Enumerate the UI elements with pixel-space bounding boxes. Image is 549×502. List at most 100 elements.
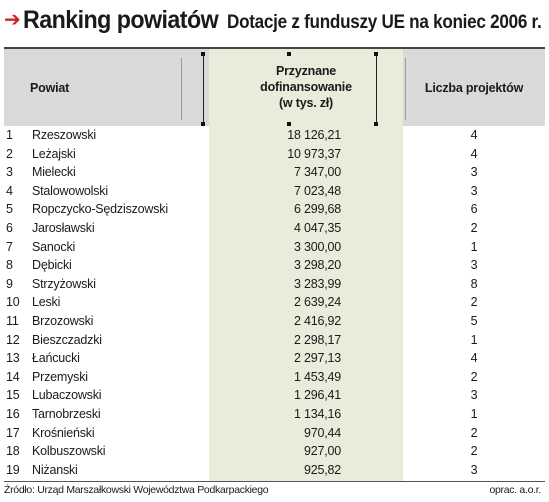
table-row: 16 Tarnobrzeski 1 134,16 1: [4, 405, 545, 424]
row-amount: 2 298,17: [293, 332, 341, 347]
resize-handle[interactable]: [287, 122, 291, 126]
row-amount: 2 297,13: [293, 351, 341, 366]
row-amount: 1 453,49: [293, 369, 341, 384]
row-project-count: 1: [470, 406, 478, 421]
row-number: 9: [6, 276, 13, 291]
row-amount: 6 299,68: [293, 202, 341, 217]
row-amount: 2 416,92: [293, 313, 341, 328]
row-amount: 3 300,00: [293, 239, 341, 254]
table-row: 2 Leżajski 10 973,37 4: [4, 145, 545, 164]
row-powiat-name: Jarosławski: [32, 220, 95, 235]
row-number: 12: [6, 332, 20, 347]
row-project-count: 2: [470, 295, 478, 310]
row-powiat-name: Niżanski: [32, 462, 78, 477]
row-number: 6: [6, 220, 13, 235]
header-line: dofinansowanie: [260, 80, 352, 94]
row-powiat-name: Leski: [32, 295, 61, 310]
table-row: 14 Przemyski 1 453,49 2: [4, 368, 545, 387]
row-powiat-name: Rzeszowski: [32, 128, 96, 142]
table-row: 15 Lubaczowski 1 296,41 3: [4, 386, 545, 405]
row-project-count: 3: [470, 183, 478, 198]
row-powiat-name: Brzozowski: [32, 313, 94, 328]
row-project-count: 4: [470, 146, 478, 161]
row-amount: 1 134,16: [293, 406, 341, 421]
resize-handle[interactable]: [201, 122, 205, 126]
row-project-count: 4: [470, 351, 478, 366]
column-divider: [181, 58, 182, 120]
row-amount: 925,82: [303, 462, 341, 477]
row-powiat-name: Strzyżowski: [32, 276, 96, 291]
resize-handle[interactable]: [374, 52, 378, 56]
row-powiat-name: Bieszczadzki: [32, 332, 102, 347]
arrow-icon: ➔: [4, 7, 21, 31]
row-powiat-name: Sanocki: [32, 239, 76, 254]
row-number: 8: [6, 258, 13, 273]
row-amount: 7 347,00: [293, 165, 341, 180]
row-amount: 18 126,21: [287, 128, 341, 142]
resize-handle[interactable]: [287, 52, 291, 56]
header-powiat[interactable]: Powiat: [30, 81, 70, 95]
row-amount: 4 047,35: [293, 220, 341, 235]
row-number: 5: [6, 202, 13, 217]
row-number: 3: [6, 165, 13, 180]
row-number: 13: [6, 351, 20, 366]
row-powiat-name: Mielecki: [32, 165, 76, 180]
table-row: 4 Stalowowolski 7 023,48 3: [4, 182, 545, 201]
row-amount: 10 973,37: [287, 146, 341, 161]
header-liczba-projektow[interactable]: Liczba projektów: [424, 81, 524, 95]
page-subtitle: Dotacje z funduszy UE na koniec 2006 r.: [226, 12, 542, 33]
table-row: 1 Rzeszowski 18 126,21 4: [4, 126, 545, 145]
row-powiat-name: Lubaczowski: [32, 388, 102, 403]
row-amount: 927,00: [303, 444, 341, 459]
row-project-count: 6: [470, 202, 478, 217]
row-number: 16: [6, 406, 20, 421]
table-row: 13 Łańcucki 2 297,13 4: [4, 349, 545, 368]
row-project-count: 3: [470, 258, 478, 273]
resize-handle[interactable]: [201, 52, 205, 56]
row-amount: 1 296,41: [293, 388, 341, 403]
table-row: 12 Bieszczadzki 2 298,17 1: [4, 331, 545, 350]
highlighted-column: [209, 49, 403, 481]
row-number: 14: [6, 369, 20, 384]
row-powiat-name: Leżajski: [32, 146, 76, 161]
title-bar: ➔ Ranking powiatów Dotacje z funduszy UE…: [4, 6, 545, 40]
row-project-count: 3: [470, 462, 478, 477]
row-number: 4: [6, 183, 13, 198]
source-note: Źródło: Urząd Marszałkowski Województwa …: [4, 484, 269, 496]
table-row: 8 Dębicki 3 298,20 3: [4, 256, 545, 275]
row-powiat-name: Kolbuszowski: [32, 444, 106, 459]
row-powiat-name: Ropczycko-Sędziszowski: [32, 202, 168, 217]
table-row: 17 Krośnieński 970,44 2: [4, 424, 545, 443]
table-body: 1 Rzeszowski 18 126,21 4 2 Leżajski 10 973,37 4…: [4, 126, 545, 479]
table-row: 10 Leski 2 639,24 2: [4, 293, 545, 312]
row-project-count: 2: [470, 425, 478, 440]
page-title: Ranking powiatów: [22, 6, 219, 34]
row-project-count: 2: [470, 444, 478, 459]
row-amount: 970,44: [303, 425, 341, 440]
bottom-rule: [4, 481, 545, 482]
row-amount: 3 298,20: [293, 258, 341, 273]
row-amount: 3 283,99: [293, 276, 341, 291]
table-row: 7 Sanocki 3 300,00 1: [4, 238, 545, 257]
row-project-count: 2: [470, 220, 478, 235]
table-row: 18 Kolbuszowski 927,00 2: [4, 442, 545, 461]
header-dofinansowanie[interactable]: Przyznane dofinansowanie (w tys. zł): [209, 63, 403, 111]
header-line: Przyznane: [275, 64, 337, 78]
resize-handle[interactable]: [374, 122, 378, 126]
header-line: (w tys. zł): [278, 96, 334, 110]
row-project-count: 1: [470, 332, 478, 347]
row-number: 1: [6, 128, 13, 142]
row-project-count: 8: [470, 276, 478, 291]
row-powiat-name: Łańcucki: [32, 351, 80, 366]
row-powiat-name: Dębicki: [32, 258, 72, 273]
row-project-count: 4: [470, 128, 478, 142]
selection-box[interactable]: [203, 54, 377, 124]
row-number: 18: [6, 444, 20, 459]
table-row: 6 Jarosławski 4 047,35 2: [4, 219, 545, 238]
row-powiat-name: Przemyski: [32, 369, 88, 384]
row-number: 11: [6, 313, 19, 328]
row-number: 17: [6, 425, 20, 440]
row-powiat-name: Tarnobrzeski: [32, 406, 101, 421]
row-powiat-name: Krośnieński: [32, 425, 95, 440]
row-project-count: 3: [470, 388, 478, 403]
